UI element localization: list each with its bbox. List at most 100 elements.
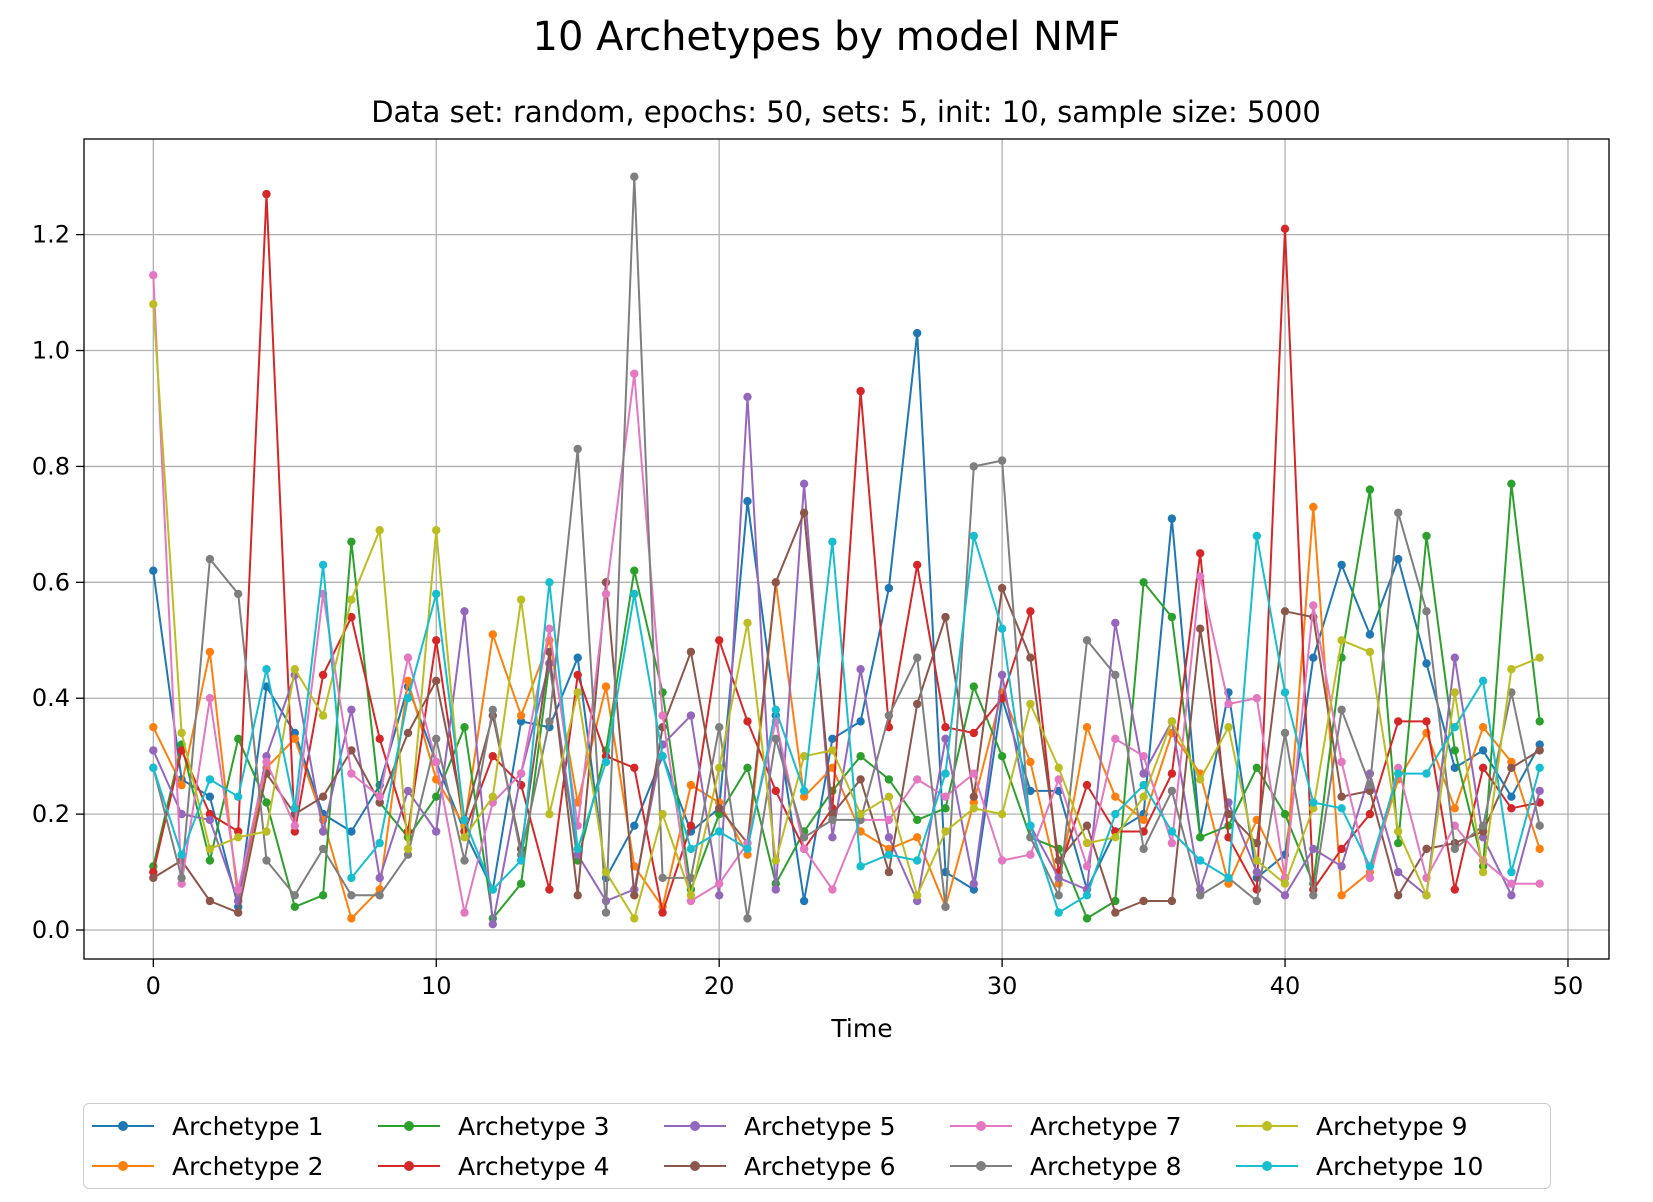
data-point	[1111, 734, 1120, 743]
data-point	[1252, 896, 1262, 906]
data-point	[262, 827, 271, 836]
data-point	[941, 769, 950, 778]
data-point	[799, 786, 809, 796]
data-point	[1535, 653, 1544, 662]
data-point	[205, 844, 215, 854]
data-point	[1196, 624, 1205, 633]
data-point	[1309, 844, 1318, 854]
data-point	[997, 670, 1007, 680]
data-point	[686, 873, 696, 883]
legend-swatch	[1232, 1156, 1302, 1176]
data-point	[1224, 809, 1233, 819]
data-point	[1337, 804, 1346, 813]
data-point	[375, 798, 384, 807]
legend-label: Archetype 1	[172, 1111, 324, 1141]
data-point	[828, 809, 837, 819]
data-point	[403, 676, 413, 685]
data-point	[1365, 862, 1375, 871]
data-point	[347, 537, 356, 546]
legend-item-archetype-2: Archetype 2	[88, 1146, 324, 1186]
data-point	[1365, 647, 1375, 657]
data-point	[149, 873, 158, 883]
data-point	[177, 879, 186, 888]
data-point	[856, 815, 865, 825]
legend-item-archetype-5: Archetype 5	[660, 1106, 896, 1146]
data-point	[205, 896, 215, 906]
data-point	[205, 694, 215, 703]
data-point	[1111, 670, 1120, 680]
data-point	[601, 589, 611, 599]
data-point	[913, 891, 922, 900]
data-point	[1196, 891, 1205, 900]
data-point	[630, 172, 639, 181]
data-point	[1252, 856, 1262, 865]
data-point	[262, 798, 271, 807]
data-point	[969, 804, 978, 813]
series-line	[152, 175, 1541, 920]
data-point	[1450, 688, 1460, 697]
data-point	[403, 694, 413, 703]
data-point	[1252, 694, 1262, 703]
chart-subtitle: Data set: random, epochs: 50, sets: 5, i…	[371, 95, 1321, 129]
data-point	[686, 780, 696, 790]
data-point	[771, 856, 780, 865]
series-line	[152, 304, 1541, 920]
data-point	[743, 914, 752, 923]
data-point	[1450, 804, 1460, 813]
data-point	[1082, 891, 1092, 900]
data-point	[516, 879, 526, 888]
data-point	[262, 856, 271, 865]
data-point	[488, 792, 497, 801]
data-point	[743, 497, 752, 506]
data-point	[1309, 601, 1318, 610]
legend-label: Archetype 6	[744, 1151, 896, 1181]
data-point	[149, 300, 158, 309]
y-tick-label: 1.2	[32, 221, 70, 249]
data-point	[969, 682, 978, 691]
series-line	[152, 275, 1540, 914]
data-point	[1309, 804, 1318, 813]
data-point	[715, 636, 724, 645]
axis-ticks: 0 10 20 30 40 50 0.0 0.2 0.4 0.6 0.8 1.0 1.2	[32, 221, 1583, 1000]
x-tick-label: 50	[1553, 972, 1584, 1000]
data-point	[149, 566, 158, 575]
data-point	[403, 786, 413, 796]
data-point	[658, 711, 667, 720]
data-point	[1167, 838, 1177, 848]
data-point	[658, 752, 667, 761]
data-point	[573, 844, 582, 854]
data-point	[743, 618, 752, 628]
data-point	[630, 914, 639, 923]
data-point	[715, 723, 724, 732]
data-point	[969, 531, 978, 541]
data-point	[516, 711, 526, 720]
data-point	[1507, 665, 1516, 674]
data-point	[1026, 607, 1035, 616]
data-point	[1082, 862, 1092, 871]
data-point	[1167, 612, 1177, 622]
data-point	[997, 456, 1007, 465]
legend-label: Archetype 2	[172, 1151, 324, 1181]
data-point	[686, 647, 696, 657]
data-point	[630, 821, 639, 830]
data-point	[743, 844, 752, 854]
data-point	[856, 752, 865, 761]
data-point	[1309, 891, 1318, 900]
data-point	[799, 844, 809, 854]
data-point	[884, 711, 894, 720]
data-point	[516, 856, 526, 865]
data-point	[488, 885, 497, 894]
data-point	[1252, 838, 1262, 848]
data-point	[1337, 636, 1346, 645]
data-point	[1507, 867, 1516, 877]
data-point	[1535, 879, 1544, 888]
data-point	[1422, 717, 1431, 726]
data-point	[1111, 908, 1120, 917]
data-point	[1054, 775, 1063, 784]
data-point	[432, 734, 441, 743]
legend-item-archetype-9: Archetype 9	[1232, 1106, 1468, 1146]
data-point	[347, 827, 356, 836]
x-tick-label: 30	[987, 972, 1018, 1000]
data-point	[1394, 508, 1403, 517]
data-point	[1026, 786, 1035, 796]
